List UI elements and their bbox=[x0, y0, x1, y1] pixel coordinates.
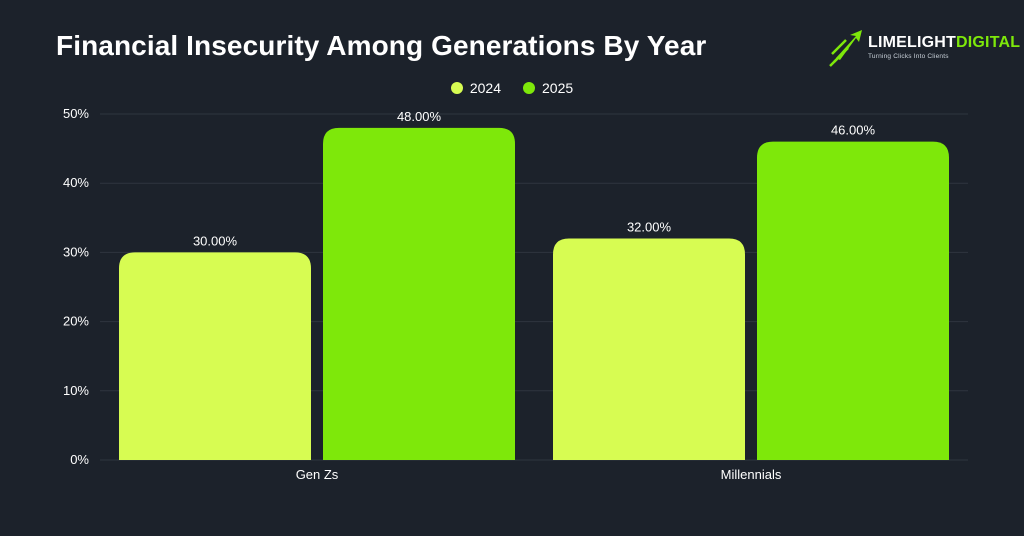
logo-tagline: Turning Clicks Into Clients bbox=[868, 53, 949, 61]
logo-name-part2: DIGITAL bbox=[956, 34, 1021, 52]
data-label: 30.00% bbox=[193, 233, 238, 248]
legend-swatch-2025 bbox=[523, 82, 535, 94]
y-tick-label: 10% bbox=[63, 383, 89, 398]
data-label: 48.00% bbox=[397, 109, 442, 124]
y-tick-label: 0% bbox=[70, 452, 89, 467]
x-category-label: Gen Zs bbox=[296, 467, 339, 482]
bar-2024-gen-zs[interactable] bbox=[119, 252, 311, 460]
legend-label-2025: 2025 bbox=[542, 80, 574, 96]
bar-2024-millennials[interactable] bbox=[553, 238, 745, 460]
rocket-arrow-icon bbox=[829, 30, 862, 67]
legend-label-2024: 2024 bbox=[469, 80, 501, 96]
x-category-label: Millennials bbox=[721, 467, 782, 482]
brand-logo: LIMELIGHTDIGITAL Turning Clicks Into Cli… bbox=[828, 28, 1020, 68]
chart-legend: 2024 2025 bbox=[0, 80, 1024, 96]
y-tick-label: 20% bbox=[63, 314, 89, 329]
y-tick-label: 30% bbox=[63, 244, 89, 259]
y-tick-label: 50% bbox=[63, 106, 89, 121]
chart-title: Financial Insecurity Among Generations B… bbox=[56, 30, 707, 61]
legend-item-2024[interactable]: 2024 bbox=[450, 80, 501, 96]
bar-2025-millennials[interactable] bbox=[757, 141, 949, 460]
data-label: 46.00% bbox=[831, 123, 876, 138]
logo-name-part1: LIMELIGHT bbox=[868, 34, 957, 52]
y-tick-label: 40% bbox=[63, 175, 89, 190]
legend-item-2025[interactable]: 2025 bbox=[523, 80, 573, 96]
legend-swatch-2024 bbox=[450, 82, 463, 94]
bar-2025-gen-zs[interactable] bbox=[323, 127, 515, 460]
logo-wordmark: LIMELIGHTDIGITAL bbox=[868, 35, 1020, 51]
data-label: 32.00% bbox=[627, 220, 672, 235]
